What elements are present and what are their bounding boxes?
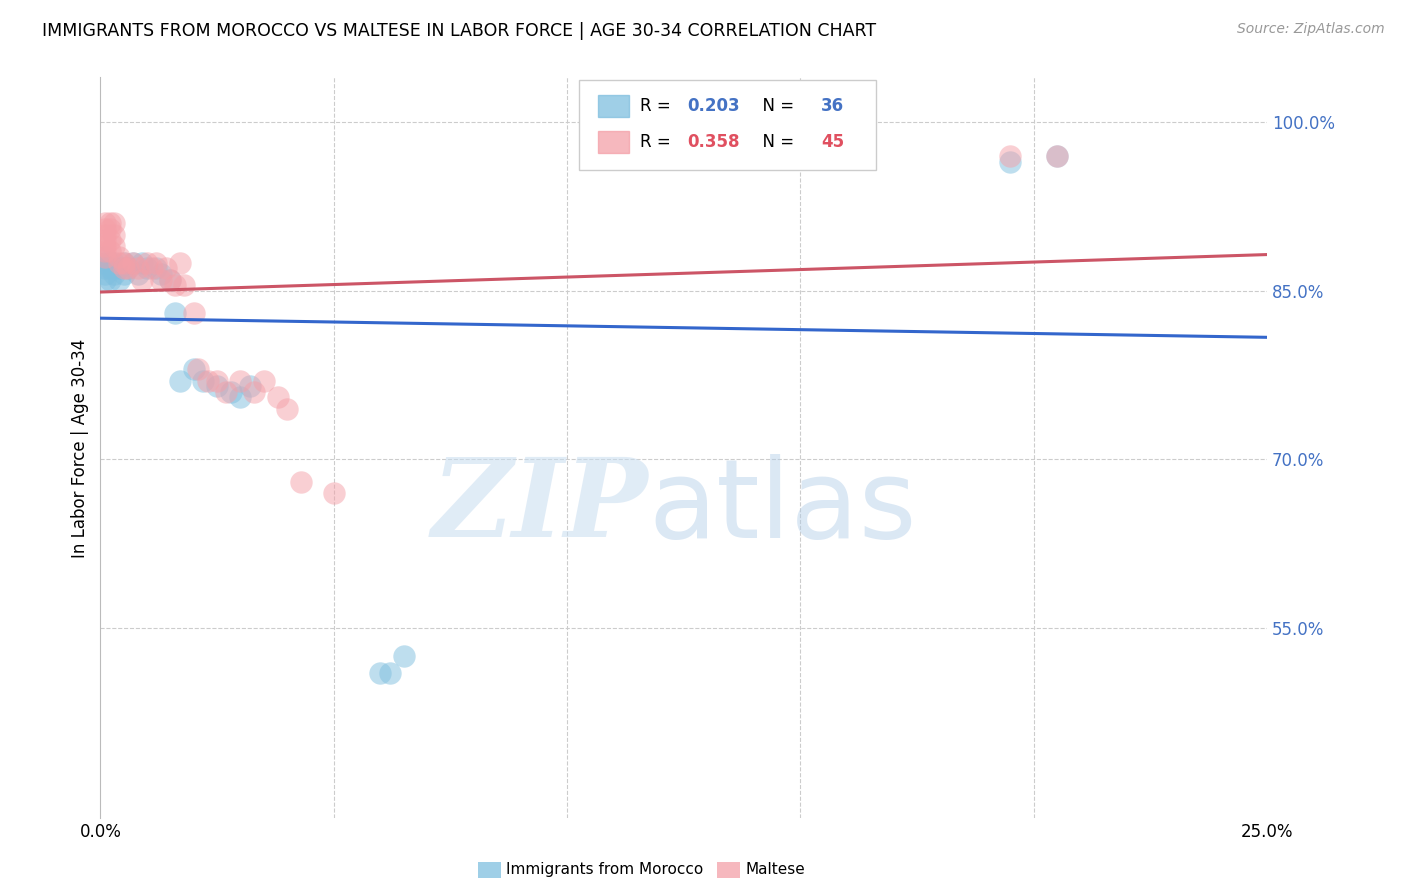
Point	[127, 261, 149, 276]
Point	[94, 216, 117, 230]
Point	[94, 244, 117, 259]
Point	[112, 256, 135, 270]
Point	[108, 256, 131, 270]
Point	[94, 227, 117, 242]
Point	[266, 391, 288, 405]
Point	[276, 401, 298, 416]
Point	[131, 256, 153, 270]
Point	[290, 475, 312, 489]
Text: R =: R =	[641, 96, 676, 114]
Text: N =: N =	[752, 96, 800, 114]
Point	[131, 272, 153, 286]
Point	[94, 239, 117, 253]
Point	[117, 261, 139, 276]
Point	[112, 267, 135, 281]
Point	[155, 261, 177, 276]
Point	[103, 216, 125, 230]
Point	[239, 379, 262, 393]
Text: IMMIGRANTS FROM MOROCCO VS MALTESE IN LABOR FORCE | AGE 30-34 CORRELATION CHART: IMMIGRANTS FROM MOROCCO VS MALTESE IN LA…	[42, 22, 876, 40]
Point	[94, 250, 117, 264]
Point	[197, 374, 219, 388]
Point	[108, 261, 131, 276]
Text: atlas: atlas	[648, 454, 917, 561]
Point	[108, 272, 131, 286]
Point	[98, 233, 121, 247]
Text: R =: R =	[641, 133, 676, 151]
Point	[103, 227, 125, 242]
Text: 36: 36	[821, 96, 845, 114]
Point	[392, 648, 415, 663]
Point	[94, 233, 117, 247]
Point	[163, 306, 186, 320]
Point	[1000, 149, 1022, 163]
Point	[108, 250, 131, 264]
Point	[215, 384, 238, 399]
Point	[150, 267, 173, 281]
Text: 0.358: 0.358	[688, 133, 740, 151]
Point	[322, 486, 344, 500]
Text: Maltese: Maltese	[745, 863, 804, 877]
Point	[103, 256, 125, 270]
Point	[219, 384, 242, 399]
Point	[98, 256, 121, 270]
Point	[145, 261, 167, 276]
Point	[122, 256, 145, 270]
FancyBboxPatch shape	[599, 131, 628, 153]
Point	[98, 261, 121, 276]
Point	[94, 250, 117, 264]
Point	[169, 374, 191, 388]
Point	[229, 391, 252, 405]
Point	[94, 267, 117, 281]
Point	[159, 272, 181, 286]
Point	[191, 374, 214, 388]
FancyBboxPatch shape	[599, 95, 628, 118]
Point	[1046, 149, 1069, 163]
Point	[187, 362, 209, 376]
Point	[103, 239, 125, 253]
Point	[94, 256, 117, 270]
Point	[98, 244, 121, 259]
Point	[103, 261, 125, 276]
Point	[205, 374, 228, 388]
Point	[136, 256, 159, 270]
Point	[229, 374, 252, 388]
Point	[150, 272, 173, 286]
Point	[368, 665, 391, 680]
Text: ZIP: ZIP	[432, 453, 648, 561]
Point	[173, 278, 195, 293]
FancyBboxPatch shape	[579, 79, 876, 170]
Point	[169, 256, 191, 270]
Point	[103, 267, 125, 281]
Point	[112, 256, 135, 270]
Point	[145, 256, 167, 270]
Point	[98, 272, 121, 286]
Point	[94, 272, 117, 286]
Text: Source: ZipAtlas.com: Source: ZipAtlas.com	[1237, 22, 1385, 37]
Point	[127, 267, 149, 281]
Point	[117, 261, 139, 276]
Point	[122, 256, 145, 270]
Point	[136, 261, 159, 276]
Point	[183, 306, 205, 320]
Point	[98, 216, 121, 230]
Text: N =: N =	[752, 133, 800, 151]
Text: 45: 45	[821, 133, 845, 151]
Text: Immigrants from Morocco: Immigrants from Morocco	[506, 863, 703, 877]
Text: 0.203: 0.203	[688, 96, 740, 114]
Y-axis label: In Labor Force | Age 30-34: In Labor Force | Age 30-34	[72, 338, 89, 558]
Point	[94, 261, 117, 276]
Point	[1046, 149, 1069, 163]
Point	[378, 665, 401, 680]
Point	[163, 278, 186, 293]
Point	[94, 222, 117, 236]
Point	[183, 362, 205, 376]
Point	[159, 272, 181, 286]
Point	[112, 261, 135, 276]
Point	[243, 384, 266, 399]
Point	[205, 379, 228, 393]
Point	[98, 222, 121, 236]
Point	[253, 374, 276, 388]
Point	[141, 261, 163, 276]
Point	[1000, 154, 1022, 169]
